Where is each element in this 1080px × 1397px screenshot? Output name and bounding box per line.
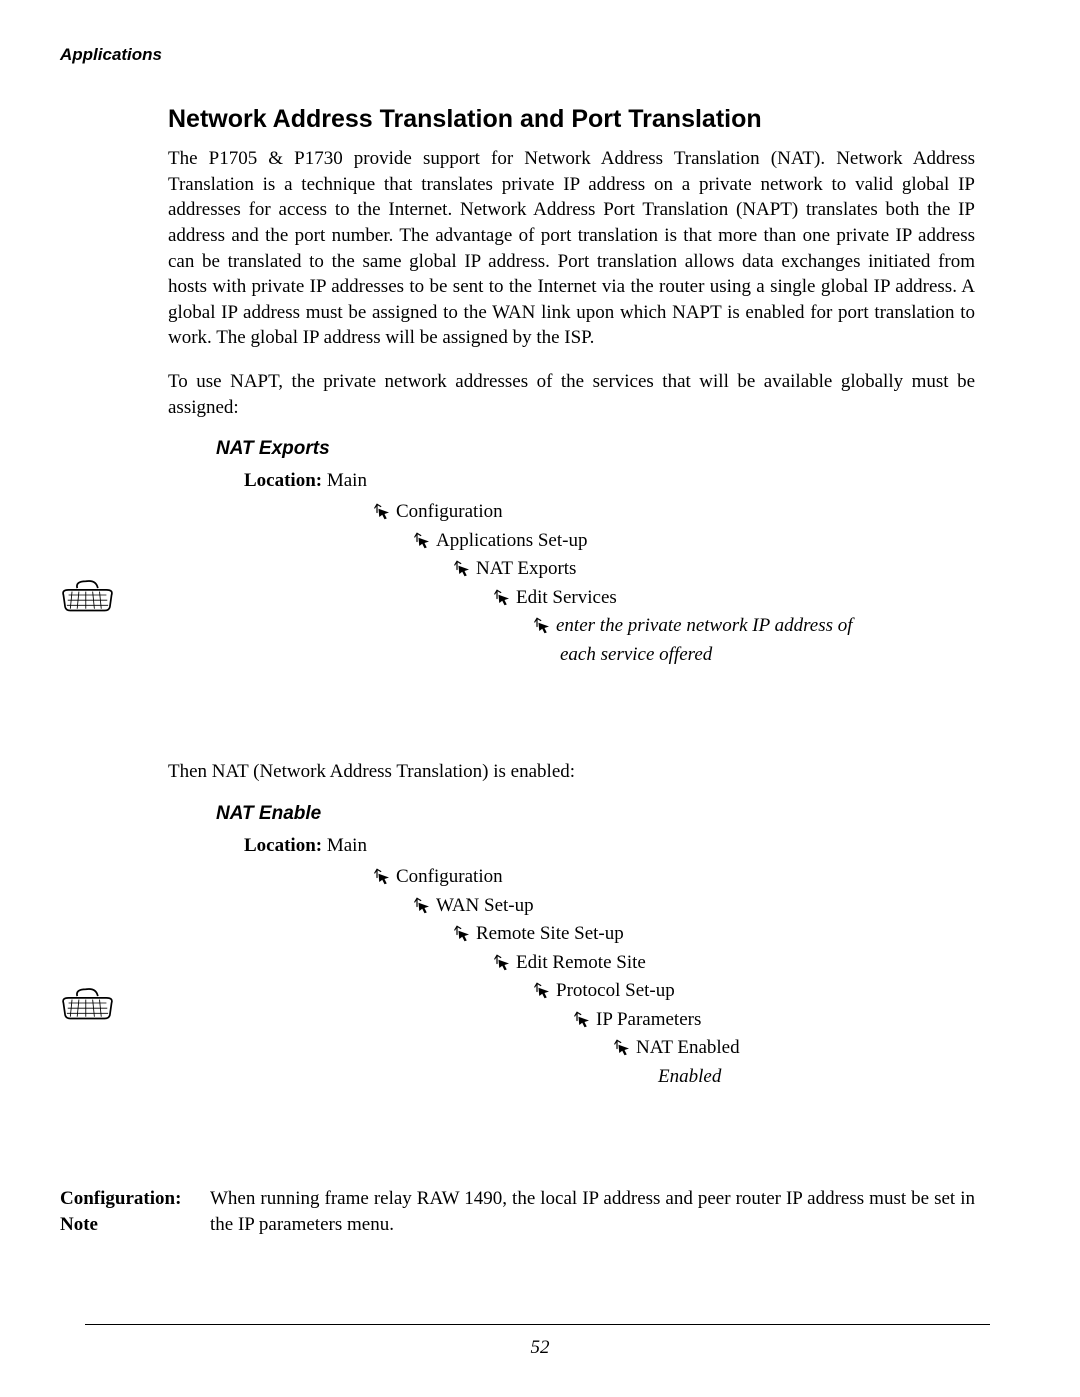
nav-item: Edit Services [494,584,975,613]
click-arrow-icon [614,1038,632,1056]
note-label-line1: Configuration: [60,1186,210,1212]
nav-label: Configuration [396,866,503,887]
page-title: Network Address Translation and Port Tra… [168,105,975,134]
nav-label: Protocol Set-up [556,980,675,1001]
nav-label: Remote Site Set-up [476,923,624,944]
nav-item: Configuration [374,498,975,527]
nav-label: Edit Remote Site [516,952,646,973]
nav-item: Applications Set-up [414,527,975,556]
paragraph-3: Then NAT (Network Address Translation) i… [168,759,975,785]
intro-paragraph-1: The P1705 & P1730 provide support for Ne… [168,146,975,351]
nav-item: NAT Enabled [614,1034,975,1063]
nav-label: NAT Enabled [636,1037,740,1058]
click-arrow-icon [414,531,432,549]
click-arrow-icon [494,953,512,971]
location-value: Main [327,835,367,856]
note-label-line2: Note [60,1212,210,1238]
nav-item: Configuration [374,863,975,892]
location-value: Main [327,470,367,491]
location-label: Location: [244,835,322,856]
page: Applications Network Address Translation… [0,0,1080,1397]
nav-tree-exports: Configuration Applications Set-up NAT Ex… [244,498,975,669]
nav-item: NAT Exports [454,555,975,584]
click-arrow-icon [534,616,552,634]
nav-tree-enable: Configuration WAN Set-up Remote Site Set… [244,863,975,1091]
click-arrow-icon [534,981,552,999]
nav-final-value: Enabled [658,1063,975,1092]
location-line: Location: Main [244,835,975,857]
nat-exports-heading: NAT Exports [216,438,975,460]
intro-paragraph-2: To use NAPT, the private network address… [168,369,975,420]
click-arrow-icon [574,1010,592,1028]
footer-rule [85,1324,990,1325]
nat-enable-heading: NAT Enable [216,803,975,825]
nav-label: Applications Set-up [436,530,587,551]
nav-label: Edit Services [516,587,617,608]
nav-label: WAN Set-up [436,895,534,916]
configuration-note: Configuration: Note When running frame r… [60,1186,975,1237]
nav-item: WAN Set-up [414,892,975,921]
click-arrow-icon [374,502,392,520]
nav-final-continuation: each service offered [560,641,975,670]
click-arrow-icon [414,896,432,914]
nav-item: Remote Site Set-up [454,920,975,949]
running-header: Applications [60,45,975,65]
note-text: When running frame relay RAW 1490, the l… [210,1186,975,1237]
click-arrow-icon [454,559,472,577]
nav-item-final: enter the private network IP address of [534,612,975,641]
keyboard-icon [60,928,115,1078]
page-number: 52 [0,1337,1080,1359]
nav-label: Configuration [396,501,503,522]
nav-final-text: enter the private network IP address of [556,615,853,636]
location-label: Location: [244,470,322,491]
nav-item: Protocol Set-up [534,977,975,1006]
click-arrow-icon [374,867,392,885]
keyboard-icon [60,520,115,670]
nav-item: Edit Remote Site [494,949,975,978]
content-column: Network Address Translation and Port Tra… [168,105,975,1237]
nav-label: IP Parameters [596,1009,701,1030]
note-label: Configuration: Note [60,1186,210,1237]
location-line: Location: Main [244,470,975,492]
click-arrow-icon [454,924,472,942]
nav-label: NAT Exports [476,558,576,579]
click-arrow-icon [494,588,512,606]
nav-item: IP Parameters [574,1006,975,1035]
